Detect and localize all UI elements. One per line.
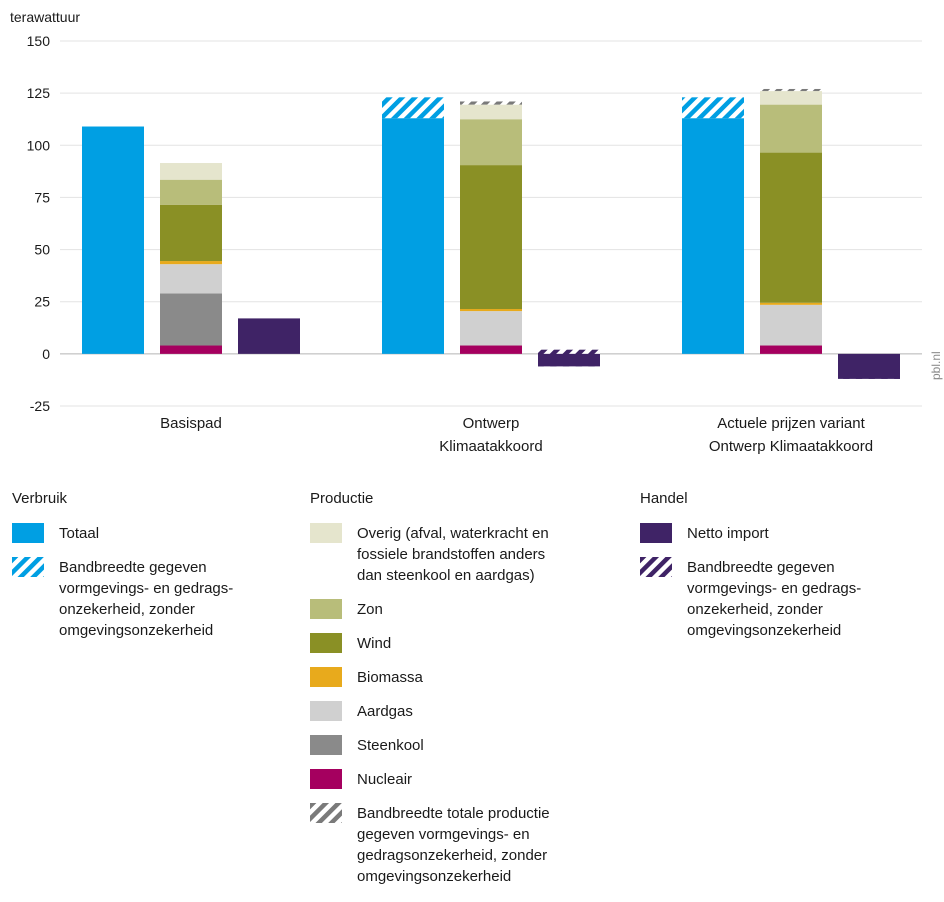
legend-handel: Handel Netto import Bandbreedte gegeven … [640, 488, 930, 654]
y-tick-label: 25 [34, 294, 50, 310]
band-productie [460, 101, 522, 105]
bar-productie-wind [160, 204, 222, 262]
category-label: Basispad [160, 415, 222, 432]
legend-swatch-zon [310, 599, 342, 619]
category-label-line: Actuele prijzen variant [717, 415, 865, 432]
legend-swatch-totaal [12, 523, 44, 543]
legend-label-steenkool: Steenkool [357, 737, 424, 754]
legend-item-wind: Wind [310, 633, 610, 654]
legend-swatch-nucleair [310, 769, 342, 789]
y-unit-label: terawattuur [10, 9, 80, 25]
bar-productie-aardgas [760, 304, 822, 346]
bar-productie-zon [460, 119, 522, 166]
legend-heading-handel: Handel [640, 490, 688, 507]
legend-verbruik: Verbruik Totaal Bandbreedte gegeven vorm… [12, 488, 292, 654]
legend-label-netto-import: Netto import [687, 525, 769, 542]
legend-swatch-overig [310, 523, 342, 543]
legend-swatch-aardgas [310, 701, 342, 721]
legend-item-zon: Zon [310, 599, 610, 620]
category-label: Ontwerp Klimaatakkoord [439, 415, 542, 455]
legend-item-steenkool: Steenkool [310, 735, 610, 756]
legend-swatch-band-productie [310, 803, 342, 823]
bar-handel-netto-import [238, 318, 300, 354]
band-productie [760, 88, 822, 92]
legend-item-aardgas: Aardgas [310, 701, 610, 722]
category-label: Actuele prijzen variant Ontwerp Klimaatak… [709, 415, 873, 455]
bar-handel-netto-import [538, 353, 600, 367]
legend-swatch-netto-import [640, 523, 672, 543]
legend-swatch-biomassa [310, 667, 342, 687]
y-tick-label: 75 [34, 189, 50, 205]
legend-productie: Productie Overig (afval, waterkracht en … [310, 488, 610, 900]
bar-productie-overig [460, 104, 522, 120]
category-label-line: Basispad [160, 415, 222, 432]
y-tick-label: 50 [34, 242, 50, 258]
source-label: pbl.nl [929, 351, 943, 380]
legend-label-wind: Wind [357, 635, 392, 652]
category-label-line: Ontwerp Klimaatakkoord [709, 438, 873, 455]
legend-item-nucleair: Nucleair [310, 769, 610, 790]
legend-heading-verbruik: Verbruik [12, 490, 68, 507]
bar-productie-nucleair [460, 345, 522, 354]
legend-item-band-verbruik: Bandbreedte gegeven vormgevings- en gedr… [12, 557, 292, 641]
y-tick-label: 150 [27, 33, 51, 49]
category-label-line: Klimaatakkoord [439, 438, 542, 455]
bar-verbruik-totaal [382, 118, 444, 354]
legend-label-band-productie: Bandbreedte totale productie gegeven vor… [357, 805, 550, 885]
bar-verbruik-totaal [682, 118, 744, 354]
bar-productie-biomassa [460, 309, 522, 312]
legend-item-totaal: Totaal [12, 523, 292, 544]
legend-swatch-wind [310, 633, 342, 653]
legend-label-nucleair: Nucleair [357, 771, 413, 788]
bars [82, 88, 900, 379]
bar-productie-aardgas [160, 264, 222, 294]
legend-label-biomassa: Biomassa [357, 669, 423, 686]
bar-productie-wind [760, 152, 822, 303]
bar-productie-biomassa [760, 302, 822, 305]
labels: -25 0 25 50 75 100 125 150 terawattuur pbl.nl Basi… [10, 9, 943, 455]
bar-handel-netto-import [838, 353, 900, 379]
bar-verbruik-totaal [82, 126, 144, 354]
legend-heading-productie: Productie [310, 490, 374, 507]
y-tick-label: 100 [27, 137, 51, 153]
bar-productie-zon [760, 104, 822, 153]
legend-label-aardgas: Aardgas [357, 703, 413, 720]
y-tick-label: -25 [30, 398, 50, 414]
band-verbruik [382, 97, 444, 119]
legend-label-totaal: Totaal [59, 525, 100, 542]
bar-productie-aardgas [460, 311, 522, 346]
legend-label-zon: Zon [357, 601, 383, 618]
legend-label-band-verbruik: Bandbreedte gegeven vormgevings- en gedr… [59, 559, 234, 639]
legend-label-overig: Overig (afval, waterkracht en fossiele b… [357, 525, 549, 584]
legend-label-band-handel: Bandbreedte gegeven vormgevings- en gedr… [687, 559, 862, 639]
bar-productie-steenkool [160, 293, 222, 346]
band-verbruik [682, 97, 744, 119]
legend-swatch-steenkool [310, 735, 342, 755]
y-tick-label: 125 [27, 85, 51, 101]
bar-productie-overig [160, 163, 222, 180]
legend-item-overig: Overig (afval, waterkracht en fossiele b… [310, 523, 610, 586]
bar-productie-biomassa [160, 261, 222, 265]
bar-productie-overig [760, 91, 822, 105]
legend-item-biomassa: Biomassa [310, 667, 610, 688]
legend-swatch-band-verbruik [12, 557, 44, 577]
category-label-line: Ontwerp [463, 415, 520, 432]
bar-productie-wind [460, 165, 522, 310]
bar-productie-nucleair [160, 345, 222, 354]
legend-item-band-handel: Bandbreedte gegeven vormgevings- en gedr… [640, 557, 930, 641]
chart: -25 0 25 50 75 100 125 150 terawattuur pbl.nl Basi… [10, 9, 943, 455]
y-tick-label: 0 [42, 346, 50, 362]
legend-item-band-productie: Bandbreedte totale productie gegeven vor… [310, 803, 610, 887]
legend-item-netto-import: Netto import [640, 523, 930, 544]
bar-productie-nucleair [760, 345, 822, 354]
legend-swatch-band-handel [640, 557, 672, 577]
bar-productie-zon [160, 179, 222, 205]
